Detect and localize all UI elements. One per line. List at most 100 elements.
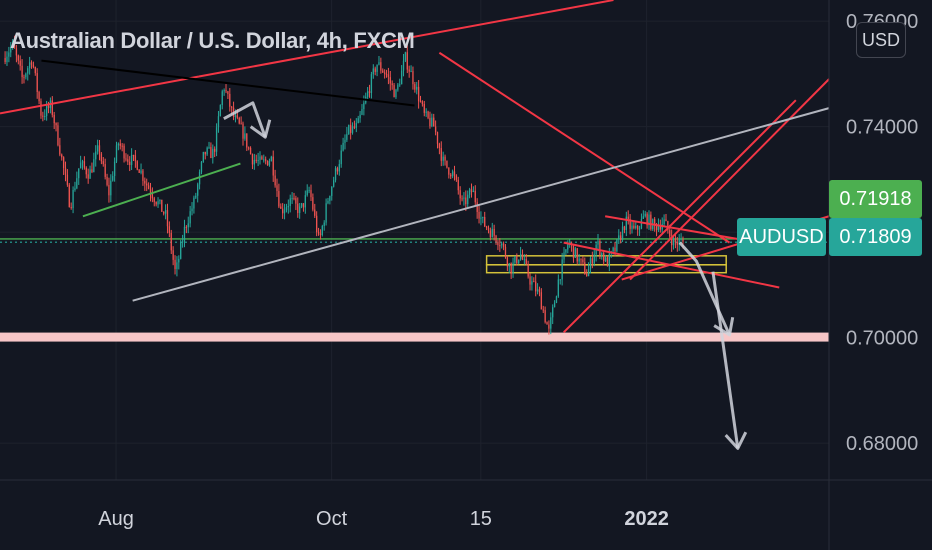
x-tick-label: Aug bbox=[98, 508, 134, 530]
candle-body bbox=[93, 159, 95, 173]
candle-body bbox=[538, 289, 541, 293]
candle-body bbox=[27, 68, 29, 74]
candle-body bbox=[47, 105, 50, 109]
candle-body bbox=[321, 226, 323, 235]
candle-body bbox=[17, 55, 19, 61]
candle-body bbox=[508, 263, 510, 267]
candle-body bbox=[282, 208, 284, 214]
candle-body bbox=[629, 219, 631, 229]
candle-body bbox=[476, 202, 478, 212]
candle-body bbox=[223, 90, 225, 92]
candle-body bbox=[650, 214, 652, 230]
candle-body bbox=[348, 124, 350, 135]
horizontal-levels bbox=[0, 238, 829, 342]
candle-body bbox=[659, 225, 661, 230]
candle-body bbox=[125, 158, 127, 160]
candle-body bbox=[548, 324, 550, 329]
projection-arrow-head bbox=[724, 431, 748, 450]
candle-body bbox=[100, 153, 103, 162]
candle-body bbox=[467, 194, 469, 205]
candle-body bbox=[372, 68, 374, 75]
candle-body bbox=[359, 114, 361, 119]
candle-body bbox=[495, 235, 497, 242]
candle-body bbox=[89, 169, 91, 179]
candle-body bbox=[631, 225, 633, 229]
candle-body bbox=[98, 145, 101, 154]
candle-body bbox=[212, 148, 214, 159]
candle-body bbox=[606, 257, 609, 267]
candle-body bbox=[147, 185, 150, 189]
candle-body bbox=[463, 197, 465, 199]
candle-body bbox=[340, 150, 342, 165]
candle-body bbox=[85, 167, 87, 175]
candle-body bbox=[272, 156, 274, 176]
candle-body bbox=[293, 198, 295, 200]
candle-body bbox=[149, 188, 152, 195]
candle-body bbox=[385, 73, 388, 75]
candle-body bbox=[346, 134, 348, 140]
candle-body bbox=[110, 180, 112, 196]
candle-body bbox=[332, 180, 335, 187]
candle-body bbox=[334, 168, 337, 181]
candle-body bbox=[255, 159, 257, 161]
x-tick-label: 15 bbox=[470, 508, 492, 530]
candle-body bbox=[257, 160, 259, 162]
candle-body bbox=[461, 198, 463, 200]
candle-body bbox=[68, 184, 70, 208]
candle-body bbox=[197, 184, 199, 196]
candle-body bbox=[623, 226, 626, 231]
candle-body bbox=[234, 115, 237, 117]
candle-body bbox=[402, 60, 405, 71]
candle-body bbox=[138, 169, 140, 173]
candle-body bbox=[159, 199, 161, 202]
candle-body bbox=[166, 210, 169, 227]
candle-body bbox=[342, 142, 344, 151]
candle-body bbox=[70, 207, 72, 209]
candle-body bbox=[327, 200, 329, 204]
candle-body bbox=[151, 194, 154, 199]
zones bbox=[485, 255, 727, 274]
yellow-zone bbox=[485, 255, 727, 266]
candle-body bbox=[298, 206, 301, 213]
candle-body bbox=[465, 197, 467, 205]
support-line bbox=[0, 332, 829, 342]
candle-body bbox=[66, 174, 69, 185]
candle-body bbox=[202, 151, 205, 162]
candle-body bbox=[78, 168, 80, 179]
candle-body bbox=[146, 183, 148, 186]
candle-body bbox=[553, 302, 556, 308]
candle-body bbox=[657, 225, 660, 231]
candle-body bbox=[625, 216, 627, 231]
white-trendline bbox=[132, 107, 830, 302]
candle-body bbox=[582, 259, 584, 263]
candle-body bbox=[368, 91, 371, 93]
candle-body bbox=[172, 250, 174, 260]
candle-body bbox=[10, 47, 12, 53]
candle-body bbox=[510, 263, 512, 274]
candle-body bbox=[533, 281, 535, 283]
candle-body bbox=[440, 148, 442, 161]
candle-body bbox=[215, 127, 218, 152]
candle-body bbox=[42, 115, 44, 117]
candle-body bbox=[4, 58, 6, 63]
candle-body bbox=[470, 189, 473, 193]
candle-body bbox=[557, 279, 560, 297]
candle-body bbox=[253, 159, 256, 165]
candle-body bbox=[129, 161, 131, 165]
candle-body bbox=[542, 309, 544, 311]
candle-body bbox=[123, 145, 125, 159]
candle-body bbox=[187, 223, 189, 228]
candle-body bbox=[308, 190, 310, 192]
candle-body bbox=[400, 70, 403, 85]
y-tick-label: 0.70000 bbox=[846, 328, 918, 350]
candle-body bbox=[57, 125, 59, 146]
candle-body bbox=[113, 161, 116, 176]
candle-body bbox=[314, 209, 316, 216]
candle-body bbox=[310, 190, 312, 198]
candle-body bbox=[527, 264, 529, 277]
candle-body bbox=[493, 228, 495, 236]
candle-body bbox=[36, 73, 38, 92]
currency-button[interactable]: USD bbox=[856, 22, 906, 58]
